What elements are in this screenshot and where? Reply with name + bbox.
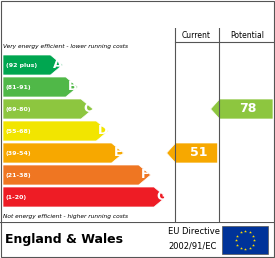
Text: B: B [68, 80, 77, 93]
Text: (21-38): (21-38) [6, 173, 32, 178]
Bar [222, 226, 268, 254]
Text: 2002/91/EC: 2002/91/EC [168, 241, 216, 251]
Text: (1-20): (1-20) [6, 195, 27, 199]
Text: (69-80): (69-80) [6, 107, 32, 111]
Text: F: F [141, 168, 149, 181]
Text: D: D [98, 125, 109, 138]
Text: (55-68): (55-68) [6, 128, 32, 133]
Polygon shape [3, 143, 123, 163]
Text: (81-91): (81-91) [6, 85, 32, 90]
Polygon shape [3, 55, 62, 75]
Polygon shape [167, 143, 218, 163]
Text: 78: 78 [240, 102, 257, 116]
Text: (39-54): (39-54) [6, 150, 32, 156]
Polygon shape [3, 77, 78, 97]
Text: Potential: Potential [230, 30, 264, 39]
Text: Not energy efficient - higher running costs: Not energy efficient - higher running co… [3, 214, 128, 219]
Text: EU Directive: EU Directive [168, 228, 220, 237]
Text: Energy Efficiency Rating: Energy Efficiency Rating [36, 6, 239, 21]
Text: A: A [53, 59, 62, 71]
Polygon shape [211, 99, 273, 119]
Polygon shape [3, 99, 93, 119]
Polygon shape [3, 121, 108, 141]
Polygon shape [3, 165, 151, 185]
Text: Current: Current [182, 30, 211, 39]
Text: Very energy efficient - lower running costs: Very energy efficient - lower running co… [3, 44, 128, 49]
Text: C: C [83, 102, 92, 116]
Text: 51: 51 [190, 147, 207, 159]
Text: G: G [156, 190, 166, 204]
Text: E: E [114, 147, 122, 159]
Text: (92 plus): (92 plus) [6, 62, 37, 68]
Polygon shape [3, 187, 166, 207]
Text: England & Wales: England & Wales [5, 233, 123, 246]
